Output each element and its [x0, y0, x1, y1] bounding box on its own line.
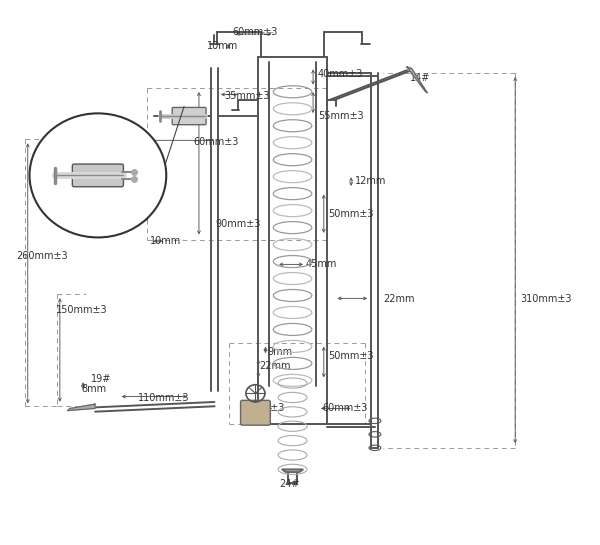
FancyBboxPatch shape — [73, 164, 124, 187]
FancyBboxPatch shape — [172, 107, 206, 125]
Polygon shape — [407, 67, 427, 93]
Circle shape — [29, 113, 166, 238]
Text: 14#: 14# — [410, 73, 430, 83]
Text: 45mm: 45mm — [306, 259, 337, 269]
FancyBboxPatch shape — [241, 401, 270, 425]
Text: 19#: 19# — [91, 374, 111, 384]
Text: 150mm±3: 150mm±3 — [56, 305, 108, 315]
Text: 22mm: 22mm — [383, 294, 415, 305]
Text: 12mm: 12mm — [355, 176, 386, 186]
Text: 35mm±3: 35mm±3 — [224, 90, 269, 101]
Text: 60mm±3: 60mm±3 — [239, 403, 285, 414]
Polygon shape — [68, 404, 95, 410]
Text: 50mm±3: 50mm±3 — [329, 209, 374, 219]
Text: 40mm±3: 40mm±3 — [318, 69, 363, 79]
Text: 60mm±3: 60mm±3 — [193, 137, 238, 147]
Text: 22mm: 22mm — [260, 361, 291, 371]
Text: 8mm: 8mm — [81, 384, 106, 394]
Text: 60mm±3: 60mm±3 — [323, 403, 368, 414]
Text: 24#: 24# — [279, 479, 299, 489]
Text: 10mm: 10mm — [207, 41, 238, 51]
Text: 55mm±3: 55mm±3 — [318, 111, 364, 121]
Text: 60mm±3: 60mm±3 — [233, 27, 278, 38]
Text: 310mm±3: 310mm±3 — [520, 294, 571, 305]
Text: 10mm: 10mm — [150, 236, 181, 246]
Text: 50mm±3: 50mm±3 — [329, 351, 374, 361]
Text: 9mm: 9mm — [268, 347, 292, 358]
Polygon shape — [282, 469, 303, 472]
Text: 260mm±3: 260mm±3 — [16, 251, 67, 261]
Text: 90mm±3: 90mm±3 — [215, 219, 261, 229]
Text: 110mm±3: 110mm±3 — [139, 392, 190, 403]
